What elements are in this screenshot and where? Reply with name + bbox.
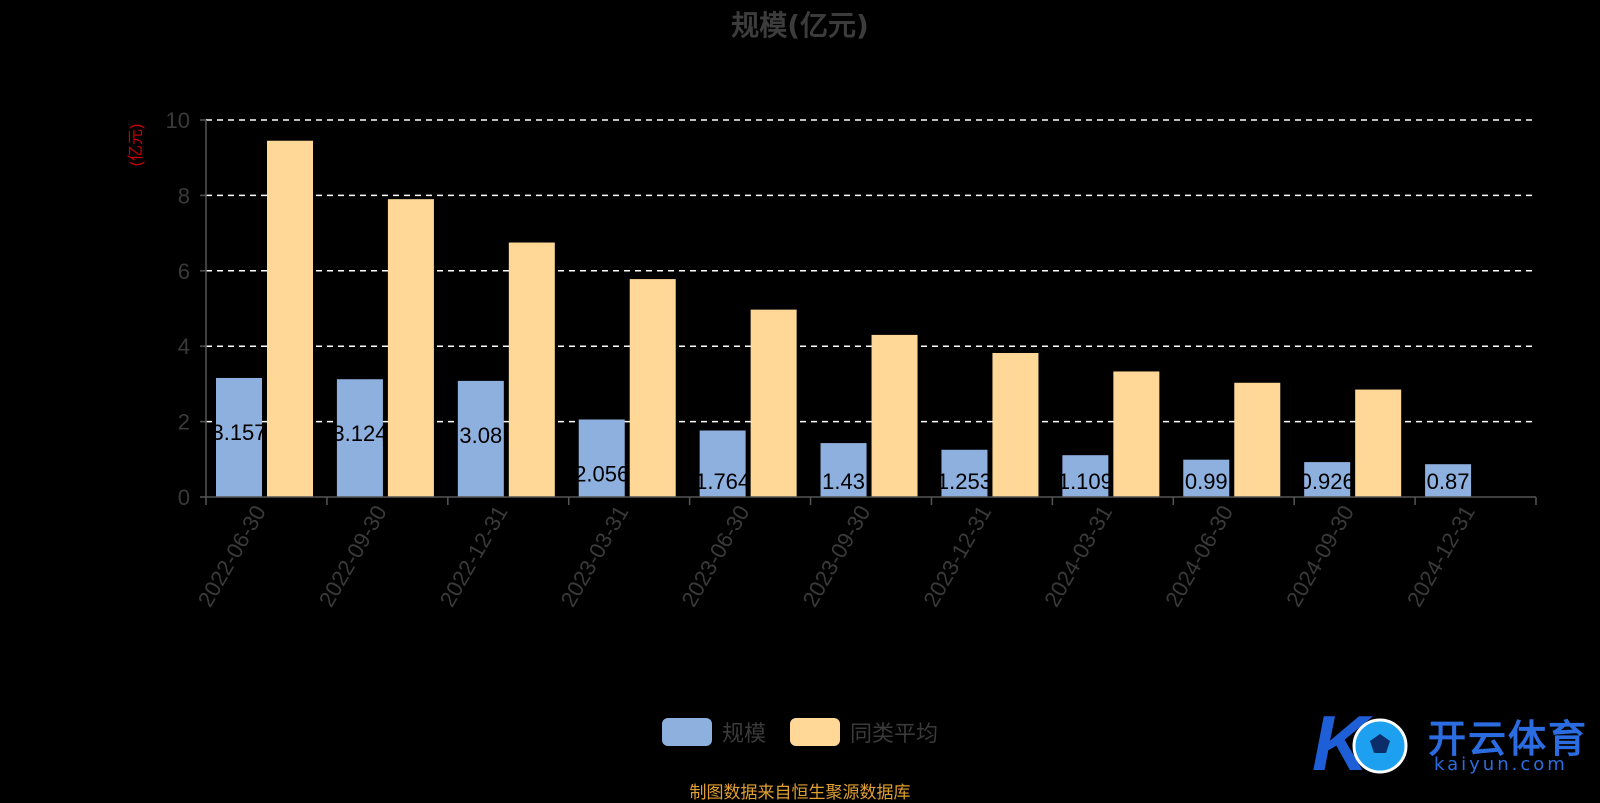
x-tick-label: 2023-03-31 bbox=[556, 501, 634, 611]
data-label-scale: 3.157 bbox=[211, 420, 266, 445]
x-tick-label: 2024-12-31 bbox=[1402, 501, 1480, 611]
bar-scale[interactable] bbox=[941, 449, 988, 497]
bar-peer-average[interactable] bbox=[387, 199, 434, 498]
data-label-scale: 3.124 bbox=[332, 421, 387, 446]
x-tick-label: 2022-09-30 bbox=[314, 501, 392, 611]
data-label-scale: 1.253 bbox=[937, 469, 992, 494]
x-tick-label: 2024-03-31 bbox=[1039, 501, 1117, 611]
bar-peer-average[interactable] bbox=[992, 352, 1039, 497]
y-tick-label: 10 bbox=[166, 108, 190, 133]
data-label-scale: 1.109 bbox=[1058, 469, 1113, 494]
y-tick-label: 2 bbox=[178, 410, 190, 435]
bar-scale[interactable] bbox=[457, 380, 504, 497]
bar-peer-average[interactable] bbox=[629, 279, 676, 497]
x-tick-label: 2022-12-31 bbox=[435, 501, 513, 611]
x-tick-label: 2023-12-31 bbox=[918, 501, 996, 611]
legend-item-peer-average[interactable]: 同类平均 bbox=[790, 716, 938, 748]
y-tick-label: 4 bbox=[178, 334, 190, 359]
x-tick-label: 2023-09-30 bbox=[797, 501, 875, 611]
bars: 3.157 3.124 3.08 2.056 1.764 1.43 1.253 1.109 0.… bbox=[211, 140, 1472, 498]
watermark-title: 开云体育 bbox=[1428, 717, 1589, 761]
data-label-scale: 0.99 bbox=[1185, 469, 1228, 494]
legend-swatch-peer-average bbox=[790, 718, 840, 746]
soccer-ball-logo-icon: K bbox=[1312, 699, 1408, 787]
bar-scale[interactable] bbox=[1425, 464, 1472, 497]
legend-label-scale: 规模 bbox=[721, 722, 766, 747]
bar-scale[interactable] bbox=[699, 430, 746, 497]
bar-scale[interactable] bbox=[1183, 459, 1230, 497]
legend: 规模 同类平均 bbox=[0, 716, 1600, 748]
legend-item-scale[interactable]: 规模 bbox=[661, 716, 766, 748]
chart-title: 规模(亿元) bbox=[731, 9, 869, 42]
y-tick-label: 6 bbox=[178, 259, 190, 284]
data-label-scale: 1.764 bbox=[695, 469, 750, 494]
bar-peer-average[interactable] bbox=[1234, 382, 1281, 497]
axes: 0 2 4 6 8 10 2022-06-30 2022-09-30 2022-12-31 202… bbox=[166, 108, 1537, 611]
data-label-scale: 1.43 bbox=[822, 469, 865, 494]
bar-scale[interactable] bbox=[1062, 455, 1109, 497]
legend-swatch-scale bbox=[661, 718, 712, 746]
x-tick-label: 2024-06-30 bbox=[1160, 501, 1238, 611]
bar-peer-average[interactable] bbox=[871, 334, 918, 497]
bar-scale[interactable] bbox=[820, 443, 867, 497]
watermark-subtitle: kaiyun.com bbox=[1434, 754, 1568, 775]
bar-peer-average[interactable] bbox=[267, 140, 313, 498]
bar-peer-average[interactable] bbox=[1355, 389, 1402, 497]
bar-peer-average[interactable] bbox=[750, 309, 797, 497]
bar-peer-average[interactable] bbox=[508, 242, 555, 497]
data-label-scale: 3.08 bbox=[459, 423, 502, 448]
y-axis-label: (亿元) bbox=[127, 124, 145, 167]
bar-scale[interactable] bbox=[216, 377, 262, 497]
data-label-scale: 0.926 bbox=[1300, 469, 1355, 494]
data-label-scale: 0.87 bbox=[1427, 469, 1470, 494]
bar-chart: 3.157 3.124 3.08 2.056 1.764 1.43 1.253 1.109 0.… bbox=[127, 108, 1537, 611]
watermark-logo: K 开云体育 kaiyun.com bbox=[1310, 699, 1590, 787]
data-label-scale: 2.056 bbox=[574, 461, 629, 486]
data-source-note: 制图数据来自恒生聚源数据库 bbox=[689, 783, 911, 803]
bar-peer-average[interactable] bbox=[1113, 371, 1160, 497]
x-tick-label: 2024-09-30 bbox=[1281, 501, 1359, 611]
bar-scale[interactable] bbox=[1304, 462, 1351, 497]
bar-scale[interactable] bbox=[336, 379, 383, 497]
x-tick-label: 2023-06-30 bbox=[676, 501, 754, 611]
x-tick-label: 2022-06-30 bbox=[193, 501, 271, 611]
y-tick-label: 8 bbox=[178, 183, 190, 208]
legend-label-peer-average: 同类平均 bbox=[850, 722, 939, 747]
y-tick-label: 0 bbox=[178, 485, 190, 510]
bar-scale[interactable] bbox=[578, 419, 625, 497]
